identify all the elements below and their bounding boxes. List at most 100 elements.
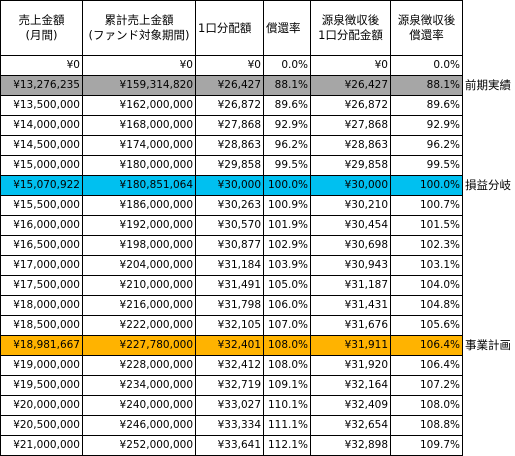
- table-row: ¥0 ¥0 ¥0 0.0% ¥0 0.0%: [0, 55, 514, 76]
- after-tax-distribution-cell: ¥30,698: [310, 235, 391, 256]
- redemption-rate-cell: 100.0%: [263, 175, 311, 196]
- distribution-cell: ¥29,858: [195, 155, 264, 176]
- cumulative-sales-cell: ¥222,000,000: [82, 315, 196, 336]
- monthly-sales-cell: ¥16,000,000: [0, 215, 83, 236]
- redemption-rate-cell: 109.1%: [263, 375, 311, 396]
- row-note: [462, 435, 514, 456]
- after-tax-rate-cell: 0.0%: [390, 55, 463, 76]
- table-row: ¥15,500,000 ¥186,000,000 ¥30,263 100.9% ¥30,…: [0, 195, 514, 216]
- after-tax-distribution-cell: ¥31,920: [310, 355, 391, 376]
- row-note: [462, 375, 514, 396]
- after-tax-distribution-cell: ¥27,868: [310, 115, 391, 136]
- after-tax-distribution-cell: ¥32,409: [310, 395, 391, 416]
- after-tax-distribution-cell: ¥26,427: [310, 75, 391, 96]
- redemption-rate-cell: 88.1%: [263, 75, 311, 96]
- monthly-sales-cell: ¥18,500,000: [0, 315, 83, 336]
- redemption-rate-cell: 99.5%: [263, 155, 311, 176]
- monthly-sales-cell: ¥17,500,000: [0, 275, 83, 296]
- row-note: 損益分岐: [462, 175, 514, 196]
- redemption-rate-cell: 111.1%: [263, 415, 311, 436]
- redemption-rate-cell: 101.9%: [263, 215, 311, 236]
- cumulative-sales-cell: ¥168,000,000: [82, 115, 196, 136]
- table-row: ¥19,500,000 ¥234,000,000 ¥32,719 109.1% ¥32,…: [0, 375, 514, 396]
- redemption-rate-cell: 96.2%: [263, 135, 311, 156]
- distribution-cell: ¥0: [195, 55, 264, 76]
- after-tax-distribution-cell: ¥31,187: [310, 275, 391, 296]
- table-header: 売上金額 (月間) 累計売上金額 (ファンド対象期間) 1口分配額 償還率 源泉徴収…: [0, 0, 514, 56]
- distribution-cell: ¥33,334: [195, 415, 264, 436]
- table-row: ¥18,500,000 ¥222,000,000 ¥32,105 107.0% ¥31,…: [0, 315, 514, 336]
- row-note: [462, 135, 514, 156]
- table-row: ¥17,000,000 ¥204,000,000 ¥31,184 103.9% ¥30,…: [0, 255, 514, 276]
- cumulative-sales-cell: ¥246,000,000: [82, 415, 196, 436]
- monthly-sales-cell: ¥19,000,000: [0, 355, 83, 376]
- after-tax-rate-cell: 99.5%: [390, 155, 463, 176]
- after-tax-rate-cell: 109.7%: [390, 435, 463, 456]
- monthly-sales-cell: ¥13,276,235: [0, 75, 83, 96]
- header-line: 1口分配金額: [318, 28, 383, 42]
- monthly-sales-cell: ¥18,000,000: [0, 295, 83, 316]
- header-line: 償還率: [266, 20, 301, 35]
- after-tax-rate-cell: 104.0%: [390, 275, 463, 296]
- row-note: [462, 195, 514, 216]
- after-tax-rate-cell: 105.6%: [390, 315, 463, 336]
- distribution-cell: ¥30,877: [195, 235, 264, 256]
- after-tax-distribution-cell: ¥32,164: [310, 375, 391, 396]
- header-redemption-rate: 償還率: [263, 0, 311, 56]
- header-line: 1口分配額: [198, 20, 252, 35]
- monthly-sales-cell: ¥21,000,000: [0, 435, 83, 456]
- cumulative-sales-cell: ¥0: [82, 55, 196, 76]
- after-tax-rate-cell: 106.4%: [390, 335, 463, 356]
- redemption-rate-cell: 0.0%: [263, 55, 311, 76]
- monthly-sales-cell: ¥19,500,000: [0, 375, 83, 396]
- table-row: ¥19,000,000 ¥228,000,000 ¥32,412 108.0% ¥31,…: [0, 355, 514, 376]
- cumulative-sales-cell: ¥234,000,000: [82, 375, 196, 396]
- after-tax-rate-cell: 108.8%: [390, 415, 463, 436]
- after-tax-rate-cell: 100.0%: [390, 175, 463, 196]
- row-note: [462, 55, 514, 76]
- monthly-sales-cell: ¥14,000,000: [0, 115, 83, 136]
- table-row: ¥14,000,000 ¥168,000,000 ¥27,868 92.9% ¥27,8…: [0, 115, 514, 136]
- after-tax-rate-cell: 88.1%: [390, 75, 463, 96]
- monthly-sales-cell: ¥15,500,000: [0, 195, 83, 216]
- row-note: [462, 315, 514, 336]
- row-note: [462, 215, 514, 236]
- table-row: ¥16,500,000 ¥198,000,000 ¥30,877 102.9% ¥30,…: [0, 235, 514, 256]
- row-note: [462, 95, 514, 116]
- header-after-tax-rate: 源泉徴収後 償還率: [390, 0, 463, 56]
- table-row: ¥13,276,235 ¥159,314,820 ¥26,427 88.1% ¥26,4…: [0, 75, 514, 96]
- cumulative-sales-cell: ¥198,000,000: [82, 235, 196, 256]
- cumulative-sales-cell: ¥180,851,064: [82, 175, 196, 196]
- table-row: ¥16,000,000 ¥192,000,000 ¥30,570 101.9% ¥30,…: [0, 215, 514, 236]
- monthly-sales-cell: ¥13,500,000: [0, 95, 83, 116]
- cumulative-sales-cell: ¥216,000,000: [82, 295, 196, 316]
- monthly-sales-cell: ¥18,981,667: [0, 335, 83, 356]
- after-tax-distribution-cell: ¥30,000: [310, 175, 391, 196]
- redemption-rate-cell: 110.1%: [263, 395, 311, 416]
- table-row: ¥17,500,000 ¥210,000,000 ¥31,491 105.0% ¥31,…: [0, 275, 514, 296]
- cumulative-sales-cell: ¥240,000,000: [82, 395, 196, 416]
- distribution-cell: ¥33,027: [195, 395, 264, 416]
- header-after-tax-distribution: 源泉徴収後 1口分配金額: [310, 0, 391, 56]
- distribution-cell: ¥32,401: [195, 335, 264, 356]
- redemption-rate-cell: 102.9%: [263, 235, 311, 256]
- distribution-cell: ¥31,491: [195, 275, 264, 296]
- cumulative-sales-cell: ¥186,000,000: [82, 195, 196, 216]
- monthly-sales-cell: ¥17,000,000: [0, 255, 83, 276]
- after-tax-distribution-cell: ¥32,654: [310, 415, 391, 436]
- after-tax-distribution-cell: ¥26,872: [310, 95, 391, 116]
- table-row: ¥21,000,000 ¥252,000,000 ¥33,641 112.1% ¥32,…: [0, 435, 514, 456]
- row-note: [462, 275, 514, 296]
- monthly-sales-cell: ¥14,500,000: [0, 135, 83, 156]
- distribution-cell: ¥32,105: [195, 315, 264, 336]
- distribution-cell: ¥30,263: [195, 195, 264, 216]
- table-row: ¥20,000,000 ¥240,000,000 ¥33,027 110.1% ¥32,…: [0, 395, 514, 416]
- after-tax-rate-cell: 108.0%: [390, 395, 463, 416]
- monthly-sales-cell: ¥20,500,000: [0, 415, 83, 436]
- header-line: 累計売上金額: [104, 13, 174, 27]
- cumulative-sales-cell: ¥192,000,000: [82, 215, 196, 236]
- after-tax-rate-cell: 96.2%: [390, 135, 463, 156]
- distribution-cell: ¥30,570: [195, 215, 264, 236]
- after-tax-distribution-cell: ¥0: [310, 55, 391, 76]
- distribution-cell: ¥28,863: [195, 135, 264, 156]
